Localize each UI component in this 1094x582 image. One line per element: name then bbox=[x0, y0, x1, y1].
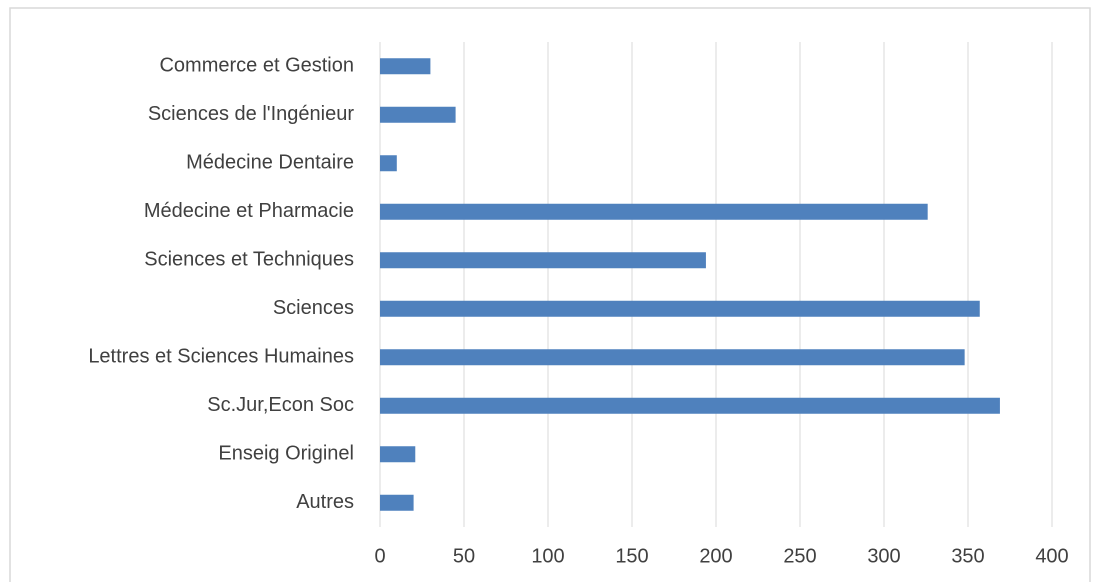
y-tick-label: Médecine Dentaire bbox=[186, 152, 354, 174]
x-tick-label: 150 bbox=[615, 545, 648, 567]
bar bbox=[380, 203, 928, 220]
chart-border bbox=[9, 7, 1091, 582]
x-tick-label: 200 bbox=[699, 545, 732, 567]
y-tick-label: Sciences et Techniques bbox=[144, 249, 354, 271]
y-tick-label: Autres bbox=[296, 491, 354, 513]
y-tick-label: Commerce et Gestion bbox=[159, 55, 354, 77]
y-tick-label: Sc.Jur,Econ Soc bbox=[207, 394, 354, 416]
x-tick-label: 400 bbox=[1035, 545, 1068, 567]
x-tick-label: 50 bbox=[453, 545, 475, 567]
y-tick-label: Sciences de l'Ingénieur bbox=[148, 103, 355, 125]
x-tick-label: 300 bbox=[867, 545, 900, 567]
x-tick-label: 350 bbox=[951, 545, 984, 567]
bar bbox=[380, 349, 965, 366]
y-tick-label: Lettres et Sciences Humaines bbox=[88, 346, 354, 368]
y-tick-label: Médecine et Pharmacie bbox=[144, 200, 354, 222]
bar bbox=[380, 446, 416, 463]
y-tick-label: Sciences bbox=[273, 297, 354, 319]
bar bbox=[380, 397, 1000, 414]
bar bbox=[380, 494, 414, 511]
x-tick-label: 0 bbox=[374, 545, 385, 567]
x-tick-label: 250 bbox=[783, 545, 816, 567]
bar bbox=[380, 155, 397, 172]
x-tick-label: 100 bbox=[531, 545, 564, 567]
y-tick-label: Enseig Originel bbox=[218, 443, 354, 465]
bar bbox=[380, 252, 706, 269]
bar bbox=[380, 106, 456, 123]
bar bbox=[380, 58, 431, 75]
bar bbox=[380, 300, 980, 317]
